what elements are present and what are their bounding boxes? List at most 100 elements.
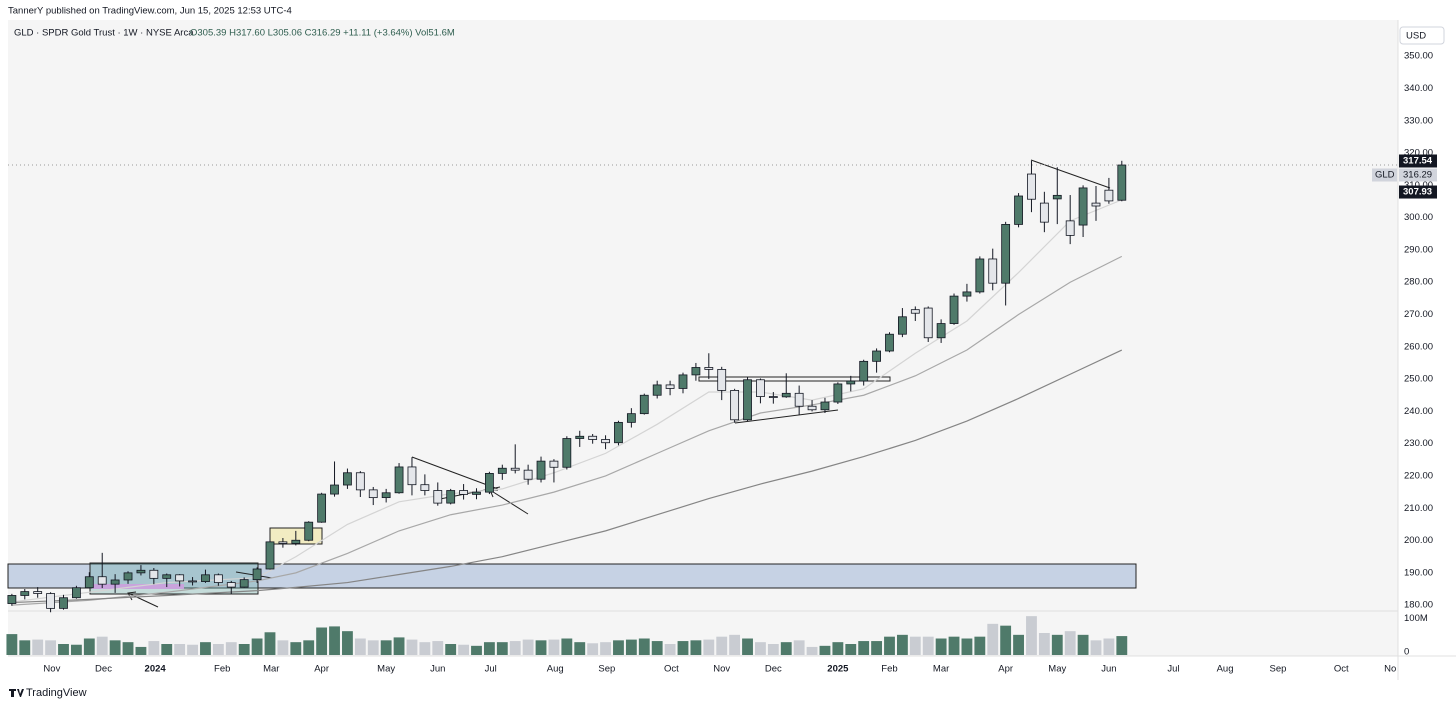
- candle-body: [717, 369, 727, 391]
- candle-body: [33, 591, 43, 594]
- candle-body: [149, 569, 159, 579]
- candle: [820, 397, 830, 414]
- candle-body: [588, 435, 598, 440]
- volume-bar: [522, 639, 534, 655]
- candle-body: [459, 490, 468, 495]
- candle: [46, 592, 55, 613]
- moving-average: [11, 199, 1123, 603]
- candle-body: [936, 323, 946, 339]
- volume-bar: [1038, 633, 1050, 655]
- candle-body: [820, 401, 830, 411]
- candle-body: [1091, 202, 1101, 207]
- candle: [343, 468, 352, 489]
- currency-box[interactable]: [1399, 26, 1445, 45]
- volume-bar: [1090, 640, 1102, 655]
- candle: [872, 348, 881, 373]
- candle-body: [910, 309, 920, 314]
- candle: [562, 436, 572, 470]
- logo-mark: [9, 689, 24, 697]
- candle-body: [523, 469, 533, 480]
- candle: [743, 377, 752, 422]
- candle-body: [330, 484, 339, 495]
- y-tick-label: 300.00: [1404, 212, 1433, 223]
- candle: [885, 332, 894, 353]
- x-tick-label: Dec: [765, 664, 782, 675]
- candle: [936, 319, 946, 343]
- candle: [304, 521, 314, 542]
- y-tick-label: 250.00: [1404, 374, 1433, 385]
- candle: [59, 594, 68, 610]
- volume-bar: [471, 645, 482, 655]
- volume-bar: [935, 638, 947, 655]
- volume-bar: [445, 644, 457, 655]
- candle-body: [678, 374, 688, 389]
- candle-body: [626, 413, 636, 423]
- candle-body: [472, 491, 481, 495]
- candle: [678, 372, 688, 394]
- candle: [136, 565, 146, 576]
- candle: [1091, 185, 1101, 221]
- candle-body: [923, 307, 933, 339]
- volume-bar: [884, 636, 895, 655]
- y-tick-label: 290.00: [1404, 244, 1433, 255]
- candle-body: [72, 587, 81, 599]
- candle-body: [1104, 189, 1114, 202]
- x-tick-label: Mar: [933, 664, 949, 675]
- volume-bar: [458, 644, 470, 655]
- candle-body: [1001, 224, 1011, 284]
- candle: [213, 573, 223, 586]
- symbol-title: GLD · SPDR Gold Trust · 1W · NYSE Arca: [14, 28, 194, 39]
- candle-body: [859, 360, 869, 382]
- candle: [497, 464, 507, 480]
- x-tick-label: Oct: [1334, 664, 1349, 675]
- candle: [601, 435, 610, 450]
- candle-body: [110, 579, 120, 585]
- candle-body: [988, 258, 998, 284]
- candle-body: [704, 367, 714, 370]
- candle-body: [20, 591, 30, 596]
- candle: [975, 256, 985, 294]
- candle: [149, 568, 159, 585]
- volume-bar: [187, 644, 198, 655]
- volume-bar: [871, 641, 883, 655]
- candle: [652, 380, 662, 399]
- candle: [898, 308, 907, 338]
- candle: [639, 393, 649, 415]
- level-box: [698, 376, 891, 382]
- candle-body: [730, 390, 740, 421]
- candle: [807, 400, 817, 412]
- x-tick-label: Mar: [263, 664, 279, 675]
- volume-bar: [1026, 616, 1037, 655]
- volume-bar: [625, 639, 637, 655]
- volume-bar: [613, 640, 624, 655]
- candle-body: [265, 541, 275, 570]
- volume-bar: [832, 642, 844, 655]
- y-tick-label: 350.00: [1404, 51, 1433, 62]
- volume-bar: [1103, 638, 1115, 655]
- candle: [588, 434, 598, 444]
- volume-bar: [716, 636, 728, 655]
- candle-body: [394, 466, 404, 494]
- x-tick-label: May: [1048, 664, 1066, 675]
- candle-body: [949, 295, 959, 324]
- candle-body: [601, 439, 610, 444]
- candle: [317, 492, 327, 523]
- volume-bar: [212, 644, 224, 655]
- volume-bar: [509, 641, 521, 655]
- candle: [962, 283, 972, 302]
- candle-body: [1027, 173, 1036, 200]
- y-tick-label: 330.00: [1404, 115, 1433, 126]
- candle: [7, 593, 17, 606]
- price-label-box: [1399, 154, 1437, 168]
- ohlc-legend: O305.39 H317.60 L305.06 C316.29 +11.11 (…: [190, 28, 455, 39]
- volume-bar: [638, 638, 650, 655]
- brand: TradingView: [26, 687, 87, 699]
- y-tick-label: 180.00: [1404, 600, 1433, 611]
- candle-body: [536, 460, 546, 480]
- x-tick-label: Apr: [998, 664, 1013, 675]
- candle: [188, 577, 197, 586]
- volume-bar: [1013, 634, 1024, 655]
- candle: [1104, 177, 1114, 204]
- volume-bar: [535, 640, 547, 655]
- price-label-box: [1399, 185, 1437, 199]
